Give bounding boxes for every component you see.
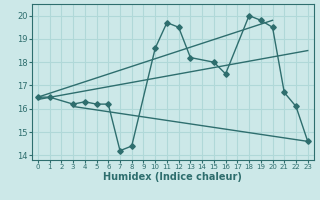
X-axis label: Humidex (Indice chaleur): Humidex (Indice chaleur) <box>103 172 242 182</box>
